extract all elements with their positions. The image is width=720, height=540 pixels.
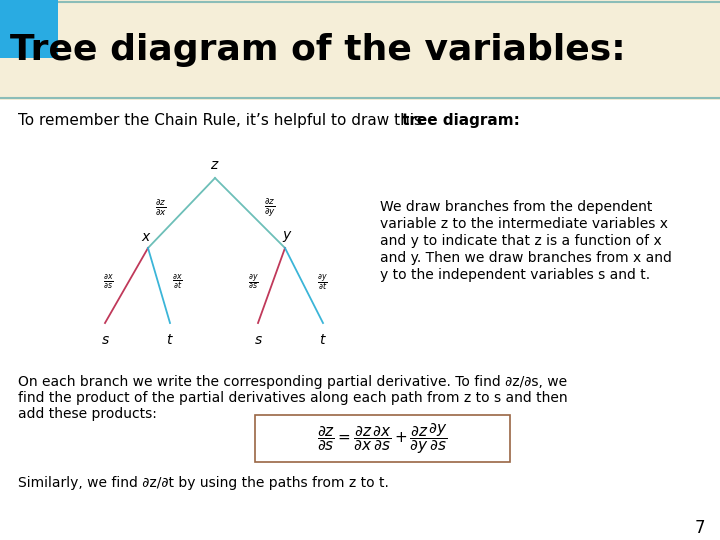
Text: Similarly, we find ∂z/∂t by using the paths from z to t.: Similarly, we find ∂z/∂t by using the pa… bbox=[18, 476, 389, 490]
Bar bbox=[0, 0, 720, 100]
Text: $\frac{\partial y}{\partial t}$: $\frac{\partial y}{\partial t}$ bbox=[317, 272, 328, 292]
Text: $\frac{\partial z}{\partial y}$: $\frac{\partial z}{\partial y}$ bbox=[264, 197, 276, 219]
Text: On each branch we write the corresponding partial derivative. To find ∂z/∂s, we: On each branch we write the correspondin… bbox=[18, 375, 567, 389]
Text: $\frac{\partial z}{\partial x}$: $\frac{\partial z}{\partial x}$ bbox=[155, 198, 167, 218]
Text: tree diagram:: tree diagram: bbox=[402, 112, 520, 127]
Text: 7: 7 bbox=[695, 519, 706, 537]
Text: $t$: $t$ bbox=[166, 333, 174, 347]
Text: add these products:: add these products: bbox=[18, 407, 157, 421]
Text: $z$: $z$ bbox=[210, 158, 220, 172]
Text: We draw branches from the dependent: We draw branches from the dependent bbox=[380, 200, 652, 214]
Text: To remember the Chain Rule, it’s helpful to draw this: To remember the Chain Rule, it’s helpful… bbox=[18, 112, 427, 127]
Text: $x$: $x$ bbox=[140, 230, 151, 244]
Text: find the product of the partial derivatives along each path from z to s and then: find the product of the partial derivati… bbox=[18, 391, 567, 405]
Text: $\frac{\partial x}{\partial t}$: $\frac{\partial x}{\partial t}$ bbox=[171, 273, 182, 291]
Text: $\dfrac{\partial z}{\partial s} = \dfrac{\partial z}{\partial x}\dfrac{\partial : $\dfrac{\partial z}{\partial s} = \dfrac… bbox=[317, 421, 448, 456]
Text: $y$: $y$ bbox=[282, 229, 292, 244]
Text: y to the independent variables s and t.: y to the independent variables s and t. bbox=[380, 268, 650, 282]
Text: $s$: $s$ bbox=[253, 333, 263, 347]
Text: variable z to the intermediate variables x: variable z to the intermediate variables… bbox=[380, 217, 668, 231]
Text: $\frac{\partial x}{\partial s}$: $\frac{\partial x}{\partial s}$ bbox=[103, 273, 113, 291]
Text: Tree diagram of the variables:: Tree diagram of the variables: bbox=[10, 33, 626, 67]
Bar bbox=[0, 0, 58, 58]
Bar bbox=[255, 415, 510, 462]
Text: $t$: $t$ bbox=[319, 333, 327, 347]
Text: To remember the Chain Rule, it’s helpful to draw this         tree diagram:: To remember the Chain Rule, it’s helpful… bbox=[18, 112, 658, 127]
Text: and y to indicate that z is a function of x: and y to indicate that z is a function o… bbox=[380, 234, 662, 248]
Text: and y. Then we draw branches from x and: and y. Then we draw branches from x and bbox=[380, 251, 672, 265]
Text: $s$: $s$ bbox=[101, 333, 109, 347]
Text: $\frac{\partial y}{\partial s}$: $\frac{\partial y}{\partial s}$ bbox=[248, 273, 258, 292]
